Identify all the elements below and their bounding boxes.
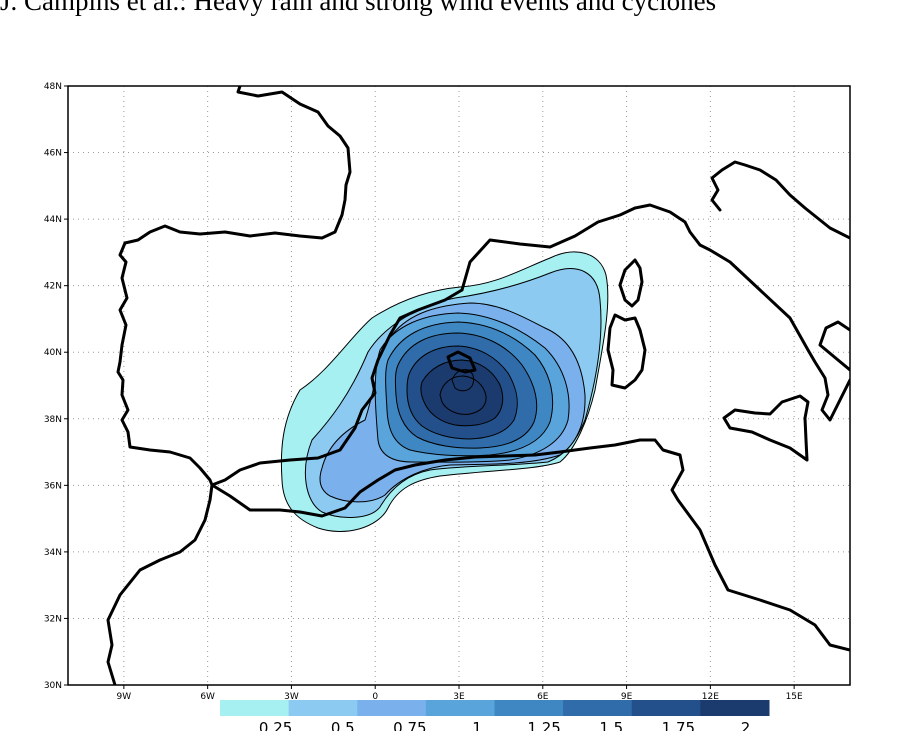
colorbar-swatch — [425, 700, 495, 716]
lon-tick-label: 6E — [537, 692, 549, 702]
precip-contours — [280, 251, 609, 532]
coast-italy-east — [710, 160, 850, 240]
colorbar-swatch — [494, 700, 564, 716]
mallorca — [446, 350, 477, 374]
lat-tick-label: 48N — [44, 82, 62, 92]
corsica — [618, 258, 644, 308]
lon-tick-label: 12E — [702, 692, 719, 702]
lon-tick-label: 3E — [453, 692, 465, 702]
colorbar-label: 1.25 — [527, 719, 560, 731]
lat-tick-label: 38N — [44, 415, 62, 425]
lat-tick-label: 36N — [44, 481, 62, 491]
latitude-axis: 48N 46N 44N 42N 40N 38N 36N 34N 32N 30N — [44, 82, 68, 691]
colorbar-swatch — [700, 700, 770, 716]
colorbar-swatch — [563, 700, 633, 716]
lon-tick-label: 0 — [372, 692, 378, 702]
lon-tick-label: 3W — [284, 692, 299, 702]
coast-france-south — [460, 203, 702, 292]
contour-2 — [420, 359, 504, 427]
colorbar-label: 2 — [741, 719, 751, 731]
colorbar-label: 1 — [472, 719, 482, 731]
lon-tick-label: 6W — [200, 692, 215, 702]
lat-tick-label: 32N — [44, 614, 62, 624]
colorbar: 0.25 0.5 0.75 1 1.25 1.5 1.75 2 — [220, 700, 770, 731]
coast-france-north — [123, 86, 352, 245]
colorbar-swatch — [288, 700, 358, 716]
lat-tick-label: 30N — [44, 681, 62, 691]
coast-italy-heel — [818, 320, 850, 372]
lat-tick-label: 44N — [44, 215, 62, 225]
paper-header: J. Campins et al.: Heavy rain and strong… — [0, 0, 717, 16]
colorbar-label: 1.75 — [662, 719, 695, 731]
lat-tick-label: 42N — [44, 282, 62, 292]
colorbar-swatch — [357, 700, 427, 716]
lon-tick-label: 9E — [621, 692, 633, 702]
coastlines — [106, 86, 850, 685]
colorbar-label: 0.75 — [393, 719, 426, 731]
coast-north-africa — [106, 438, 850, 685]
lat-tick-label: 46N — [44, 149, 62, 159]
coast-iberia-south-east — [210, 288, 464, 487]
lat-tick-label: 40N — [44, 348, 62, 358]
colorbar-swatch — [631, 700, 701, 716]
lon-tick-label: 9W — [117, 692, 132, 702]
sardinia — [606, 313, 647, 390]
longitude-axis: 9W 6W 3W 0 3E 6E 9E 12E 15E — [117, 685, 803, 702]
coast-italy-west — [698, 243, 850, 422]
colorbar-label: 0.25 — [259, 719, 292, 731]
lat-tick-label: 34N — [44, 548, 62, 558]
colorbar-label: 1.5 — [599, 719, 623, 731]
coast-iberia-west — [116, 241, 214, 487]
contour-2.25-line — [439, 375, 487, 415]
sicily — [722, 394, 810, 462]
colorbar-label: 0.5 — [331, 719, 355, 731]
lon-tick-label: 15E — [786, 692, 803, 702]
colorbar-swatch — [220, 700, 290, 716]
